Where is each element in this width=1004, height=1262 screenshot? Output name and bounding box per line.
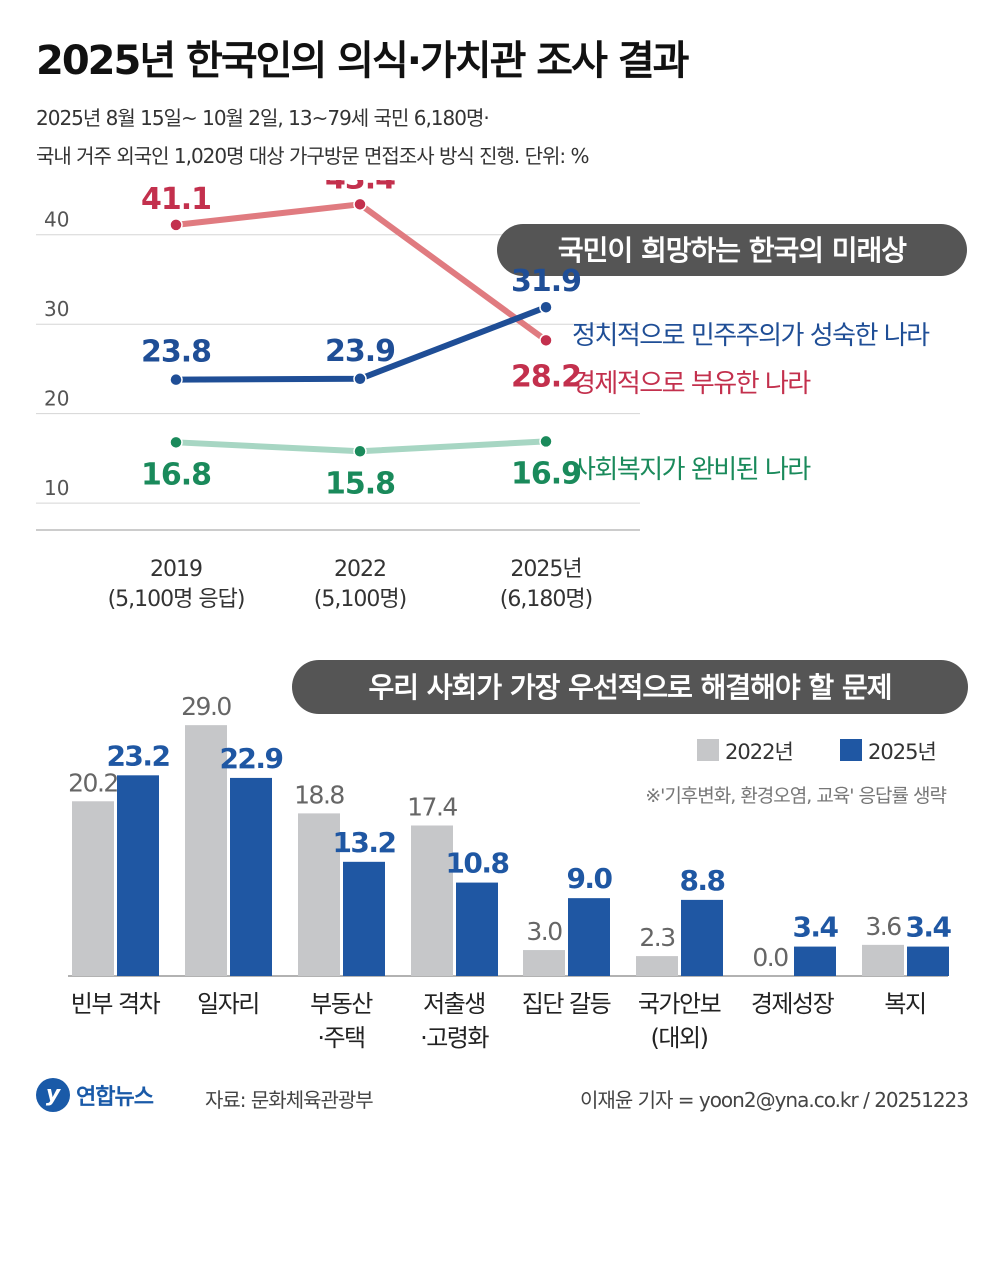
source-text: 자료: 문화체육관광부 (205, 1088, 374, 1112)
x-tick-sublabel: (5,100명 응답) (108, 587, 245, 612)
bar-2025 (343, 861, 385, 976)
data-point-green (539, 434, 553, 449)
category-label: 일자리 (197, 990, 259, 1018)
category-label: 복지 (884, 990, 925, 1018)
x-tick-label: 2022 (334, 557, 386, 582)
data-label-red: 28.2 (511, 359, 581, 394)
y-tick-label: 20 (44, 387, 69, 411)
page-title: 2025년 한국인의 의식·가치관 조사 결과 (36, 38, 689, 84)
bar-2025 (117, 775, 159, 976)
data-label-blue: 23.8 (141, 335, 211, 370)
bar-2022 (862, 944, 904, 976)
data-point-green (353, 444, 367, 459)
data-point-red (539, 333, 553, 348)
subtitle-line-1: 2025년 8월 15일~ 10월 2일, 13~79세 국민 6,180명· (36, 106, 490, 130)
category-label: 저출생 (423, 990, 485, 1018)
series-name-green: 사회복지가 완비된 나라 (572, 455, 811, 485)
legend-label-2025: 2025년 (868, 740, 936, 764)
bar-label-2025: 22.9 (219, 742, 282, 775)
data-point-blue (169, 372, 183, 387)
chart-note: ※'기후변화, 환경오염, 교육' 응답률 생략 (645, 785, 946, 807)
series-name-blue: 정치적으로 민주주의가 성숙한 나라 (572, 321, 930, 351)
bar-2022 (636, 956, 678, 976)
line-chart-title: 국민이 희망하는 한국의 미래상 (558, 234, 907, 267)
bar-2022 (298, 813, 340, 976)
y-tick-label: 30 (44, 297, 69, 321)
bar-label-2022: 2.3 (639, 923, 674, 952)
bar-label-2022: 3.0 (526, 917, 562, 946)
category-label: 국가안보 (638, 990, 721, 1018)
data-label-green: 16.9 (511, 456, 581, 491)
logo-icon: y (36, 1078, 70, 1112)
data-label-blue: 23.9 (325, 334, 395, 369)
bar-2022 (411, 825, 453, 976)
series-name-red: 경제적으로 부유한 나라 (572, 369, 811, 399)
bar-2025 (907, 946, 949, 976)
bar-label-2025: 8.8 (679, 864, 724, 897)
bar-label-2022: 3.6 (865, 912, 901, 941)
y-tick-label: 40 (44, 208, 69, 232)
legend-swatch-2025 (840, 739, 862, 761)
bar-2022 (185, 725, 227, 976)
bar-label-2022: 0.0 (752, 943, 788, 972)
data-point-red (353, 197, 367, 212)
data-label-green: 15.8 (325, 466, 395, 501)
bar-label-2025: 10.8 (445, 847, 508, 880)
line-chart-title-pill: 국민이 희망하는 한국의 미래상 (497, 224, 967, 276)
bar-2022 (523, 950, 565, 976)
category-label: 집단 갈등 (522, 990, 611, 1018)
x-tick-label: 2019 (150, 557, 202, 582)
category-label: 경제성장 (751, 990, 835, 1018)
bar-title-pill-bg (292, 660, 968, 714)
bar-label-2022: 18.8 (294, 780, 344, 809)
y-tick-label: 10 (44, 476, 69, 500)
category-label: 빈부 격차 (71, 990, 161, 1018)
bar-chart-title: 우리 사회가 가장 우선적으로 해결해야 할 문제 (369, 671, 892, 704)
series-line-red (173, 201, 549, 344)
logo-text: 연합뉴스 (76, 1085, 154, 1110)
bar-label-2022: 29.0 (181, 692, 231, 721)
bar-2025 (230, 777, 272, 976)
x-tick-label: 2025년 (510, 557, 581, 582)
category-label: ·주택 (317, 1024, 364, 1052)
bar-2025 (794, 946, 836, 976)
data-point-red (169, 218, 183, 232)
bar-2025 (681, 899, 723, 976)
bar-label-2025: 13.2 (332, 826, 395, 859)
title-pill-bg (497, 224, 967, 276)
credit-text: 이재윤 기자 = yoon2@yna.co.kr / 20251223 (580, 1088, 969, 1112)
legend-label-2022: 2022년 (725, 740, 793, 764)
bar-2022 (72, 801, 114, 976)
bar-label-2022: 17.4 (407, 792, 457, 821)
bar-label-2025: 3.4 (905, 911, 951, 944)
logo: y 연합뉴스 (36, 1078, 154, 1112)
bar-2025 (456, 882, 498, 976)
data-label-blue: 31.9 (511, 264, 581, 299)
data-point-green (169, 435, 183, 450)
bar-2025 (568, 898, 610, 976)
data-label-red: 43.4 (325, 180, 395, 196)
line-chart: 40 30 20 10 국민이 희망하는 한국의 미래상 41.1 43.4 28.2 23.8… (36, 180, 967, 612)
data-label-green: 16.8 (141, 457, 211, 492)
category-label: ·고령화 (420, 1024, 489, 1052)
bar-chart: 우리 사회가 가장 우선적으로 해결해야 할 문제 2022년 2025년 ※'기후변… (68, 660, 968, 1052)
bar-label-2025: 3.4 (792, 911, 838, 944)
x-tick-sublabel: (5,100명) (314, 587, 406, 612)
data-point-blue (353, 372, 367, 386)
bar-label-2022: 20.2 (68, 768, 118, 797)
x-tick-sublabel: (6,180명) (500, 587, 592, 612)
bar-label-2025: 9.0 (566, 862, 612, 895)
category-label: 부동산 (310, 990, 373, 1018)
subtitle-line-2: 국내 거주 외국인 1,020명 대상 가구방문 면접조사 방식 진행. 단위:… (36, 144, 590, 168)
legend-swatch-2022 (697, 739, 719, 761)
data-point-blue (539, 300, 553, 314)
category-label: (대외) (651, 1024, 708, 1052)
bar-label-2025: 23.2 (106, 739, 169, 772)
data-label-red: 41.1 (141, 182, 211, 217)
